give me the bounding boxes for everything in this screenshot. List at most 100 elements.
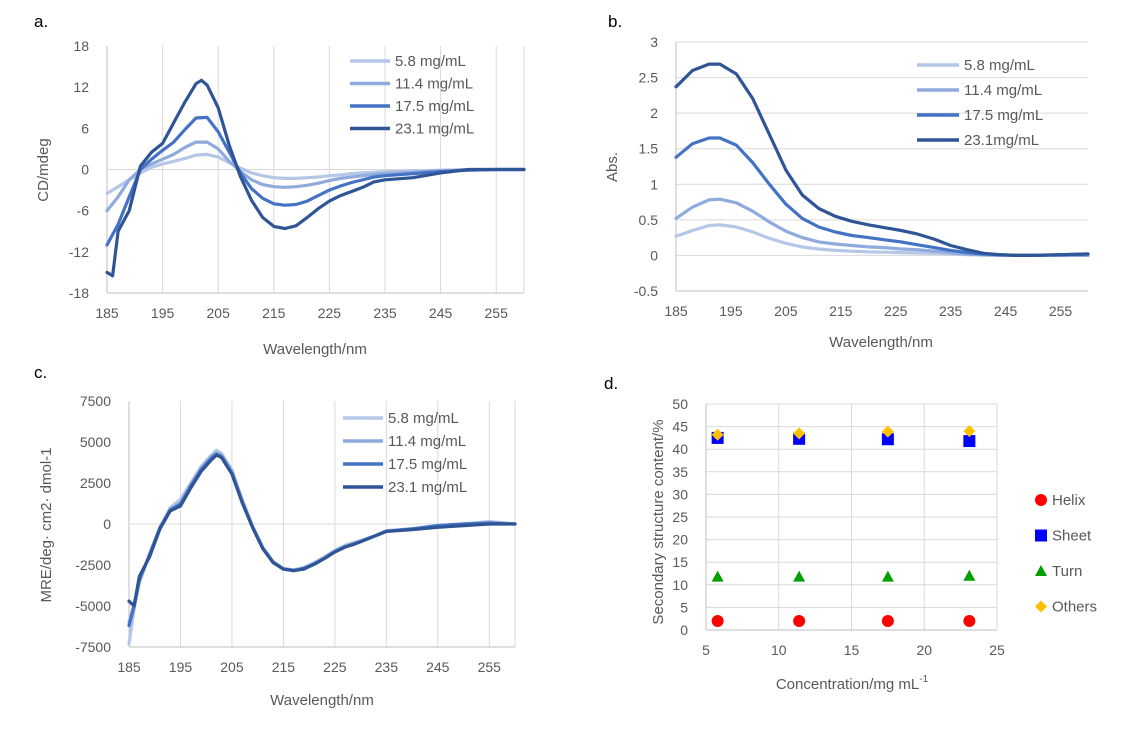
y-tick-label: 0 (650, 247, 658, 263)
y-tick-label: 0 (103, 516, 111, 532)
legend-label: Others (1052, 599, 1097, 616)
y-tick-label: -6 (77, 203, 90, 219)
x-tick-label: 195 (151, 305, 175, 321)
data-point-turn (793, 570, 806, 582)
x-tick-label: 205 (220, 659, 244, 675)
legend-marker (1035, 600, 1047, 613)
legend: Helix Sheet Turn Others (1035, 492, 1097, 616)
x-tick-label: 195 (719, 303, 743, 319)
legend-label: 17.5 mg/mL (964, 107, 1043, 124)
y-tick-label: 6 (81, 120, 89, 136)
series-line-4 (105, 78, 526, 278)
y-tick-label: -5000 (75, 598, 111, 614)
legend-label: 5.8 mg/mL (395, 53, 466, 70)
data-point-others (963, 425, 976, 438)
legend-label: 11.4 mg/mL (388, 433, 466, 450)
data-point-others (881, 425, 894, 438)
data-point-sheet (881, 433, 894, 446)
y-tick-label: 18 (73, 38, 89, 54)
data-point-helix (881, 614, 894, 627)
y-tick-label: 40 (672, 441, 688, 457)
y-tick-label: -2500 (75, 557, 111, 573)
chart-panel-1: a. 185 195 205 215 225 235 245 255 18 12 6 0 -6 -12 -18… (34, 12, 526, 358)
panel-label: d. (604, 374, 618, 393)
x-tick-label: 205 (207, 305, 231, 321)
series-line-3 (674, 136, 1090, 257)
y-tick-label: 7500 (80, 393, 111, 409)
series-line-2 (105, 140, 526, 213)
chart-panel-2: b. 185 195 205 215 225 235 245 255 3 2.5 2 1.5 1 0.5 0 -… (604, 12, 1090, 351)
series-line-1 (105, 152, 526, 196)
data-point-helix (963, 614, 976, 627)
legend-label: 23.1mg/mL (964, 132, 1039, 149)
legend-label: 5.8 mg/mL (964, 57, 1035, 74)
x-axis-title-main: Concentration/mg mL (776, 676, 919, 693)
y-tick-label: 35 (672, 464, 688, 480)
legend-label: Turn (1052, 563, 1082, 580)
x-tick-label: 185 (664, 303, 688, 319)
y-tick-label: 50 (672, 396, 688, 412)
legend-label: 23.1 mg/mL (388, 479, 467, 496)
legend-marker (1035, 494, 1047, 506)
data-point-turn (963, 569, 976, 581)
x-tick-label: 255 (478, 659, 502, 675)
y-tick-label: -0.5 (634, 283, 658, 299)
x-tick-label: 235 (373, 305, 397, 321)
y-tick-label: 12 (73, 79, 89, 95)
x-tick-label: 205 (774, 303, 798, 319)
x-tick-label: 215 (272, 659, 296, 675)
data-point-others (711, 428, 724, 441)
x-tick-label: 245 (426, 659, 450, 675)
y-tick-label: -18 (69, 285, 89, 301)
data-point-helix (793, 614, 806, 627)
x-axis-title: Wavelength/nm (263, 341, 367, 358)
x-tick-label: 235 (939, 303, 963, 319)
x-tick-label: 255 (1049, 303, 1073, 319)
x-tick-label: 10 (771, 642, 787, 658)
y-tick-label: 20 (672, 532, 688, 548)
y-tick-label: 30 (672, 486, 688, 502)
x-tick-label: 225 (318, 305, 342, 321)
panel-label: c. (34, 363, 47, 382)
y-tick-label: 5000 (80, 434, 111, 450)
x-tick-label: 20 (916, 642, 932, 658)
x-tick-label: 225 (323, 659, 347, 675)
x-tick-label: 225 (884, 303, 908, 319)
legend-label: Helix (1052, 492, 1086, 509)
y-tick-label: 3 (650, 34, 658, 50)
legend-label: 17.5 mg/mL (388, 456, 467, 473)
x-axis-title-sup: -1 (919, 674, 928, 685)
series-line-4 (127, 453, 517, 608)
x-tick-label: 215 (829, 303, 853, 319)
y-tick-label: 0 (81, 162, 89, 178)
y-tick-label: -12 (69, 244, 89, 260)
data-point-turn (711, 570, 724, 582)
legend-label: 5.8 mg/mL (388, 410, 459, 427)
legend-label: 23.1 mg/mL (395, 121, 474, 138)
legend-label: 11.4 mg/mL (964, 82, 1042, 99)
legend-label: Sheet (1052, 528, 1092, 545)
chart-panel-3: c. 185 195 205 215 225 235 245 255 7500 5000 2500 0 -… (34, 363, 517, 709)
legend: 5.8 mg/mL 11.4 mg/mL 17.5 mg/mL 23.1 mg/mL (350, 53, 474, 138)
series-line-3 (105, 115, 526, 247)
y-tick-label: 10 (672, 577, 688, 593)
legend-label: 17.5 mg/mL (395, 98, 474, 115)
x-axis-title: Wavelength/nm (270, 692, 374, 709)
y-tick-label: 0.5 (639, 212, 659, 228)
data-point-helix (711, 614, 724, 627)
y-tick-label: 2.5 (639, 70, 659, 86)
x-tick-label: 15 (844, 642, 860, 658)
y-tick-label: 1 (650, 176, 658, 192)
y-axis-title: MRE/deg· cm2· dmol-1 (38, 447, 55, 602)
data-point-others (793, 427, 806, 440)
x-tick-label: 245 (429, 305, 453, 321)
legend-label: 11.4 mg/mL (395, 76, 473, 93)
x-tick-label: 195 (169, 659, 193, 675)
x-tick-label: 185 (117, 659, 141, 675)
y-tick-label: 5 (680, 599, 688, 615)
x-tick-label: 5 (702, 642, 710, 658)
x-tick-label: 185 (95, 305, 119, 321)
y-tick-label: 25 (672, 509, 688, 525)
